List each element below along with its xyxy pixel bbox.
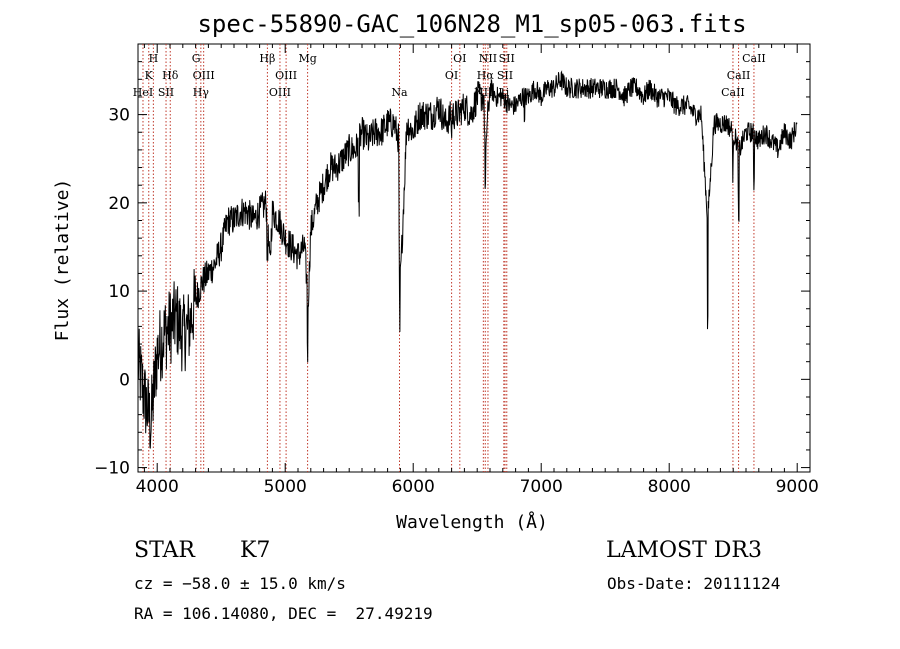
line-label: H	[149, 52, 159, 65]
chart-title: spec-55890-GAC_106N28_M1_sp05-063.fits	[197, 10, 746, 38]
x-tick-label: 9000	[776, 477, 819, 497]
line-label: CaII	[742, 52, 766, 65]
line-label: Mg	[298, 52, 316, 65]
line-label: Hγ	[193, 86, 210, 99]
x-tick-label: 7000	[520, 477, 563, 497]
y-tick-label: −10	[94, 459, 130, 479]
line-label: Na	[391, 86, 408, 99]
observation-date: Obs-Date: 20111124	[607, 574, 781, 593]
redshift-cz: cz = −58.0 ± 15.0 km/s	[134, 574, 346, 593]
y-axis-label: Flux (relative)	[52, 179, 73, 342]
line-label: OI	[445, 69, 458, 82]
line-label: OIII	[275, 69, 297, 82]
flux-trace	[137, 70, 798, 449]
axis-ticks: 4000 5000 6000 7000 8000 9000 −10 0 10 20 30	[94, 44, 819, 497]
coordinates: RA = 106.14080, DEC = 27.49219	[134, 604, 433, 623]
y-tick-label: 30	[108, 106, 130, 126]
line-label: SII	[497, 69, 513, 82]
x-tick-label: 6000	[392, 477, 435, 497]
line-label: G	[192, 52, 201, 65]
line-label: Li	[498, 86, 509, 99]
line-label: Hδ	[162, 69, 179, 82]
line-label: Hα	[477, 69, 495, 82]
object-subclass: K7	[240, 538, 271, 563]
y-tick-label: 0	[119, 370, 130, 390]
line-label: CaII	[727, 69, 751, 82]
y-tick-label: 20	[108, 194, 130, 214]
line-label: SII	[499, 52, 515, 65]
line-label: OIII	[193, 69, 215, 82]
survey-name: LAMOST DR3	[606, 538, 762, 563]
x-tick-label: 4000	[136, 477, 179, 497]
line-label: HeI	[133, 86, 153, 99]
line-label: Hβ	[259, 52, 275, 65]
x-axis-label: Wavelength (Å)	[396, 511, 548, 533]
y-tick-label: 10	[108, 282, 130, 302]
x-tick-label: 5000	[264, 477, 307, 497]
x-tick-label: 8000	[648, 477, 691, 497]
plot-frame	[137, 43, 811, 473]
line-label: OI	[453, 52, 466, 65]
line-label: OIII	[269, 86, 291, 99]
line-label: CaII	[721, 86, 745, 99]
object-class: STAR	[134, 538, 195, 563]
line-label: NII	[474, 86, 492, 99]
flux-series	[137, 70, 798, 449]
line-labels: HKHeIHδSIIGOIIIHγHβOIIIOIIIMgNaOIOINIIHα…	[133, 52, 766, 99]
line-label: K	[145, 69, 154, 82]
line-label: NII	[479, 52, 497, 65]
line-label: SII	[158, 86, 174, 99]
